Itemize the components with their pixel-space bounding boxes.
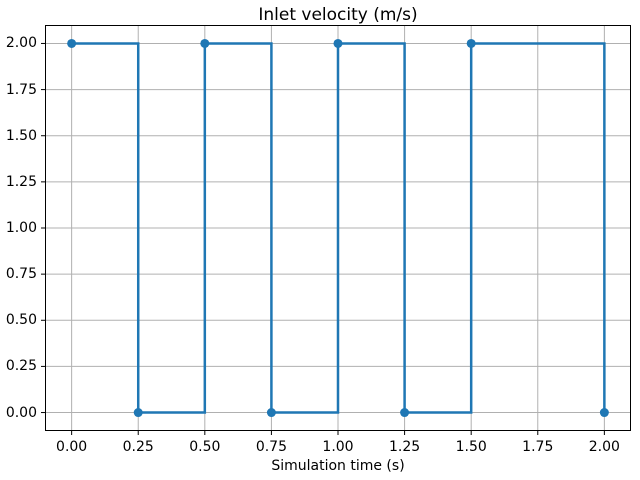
x-tick-label: 2.00 xyxy=(588,439,620,455)
y-tick-label: 1.25 xyxy=(5,173,37,190)
chart-title: Inlet velocity (m/s) xyxy=(258,5,418,25)
x-tick-label: 0.75 xyxy=(255,439,287,455)
plot-area xyxy=(41,25,631,435)
velocity-step-line xyxy=(71,42,606,414)
y-tick-label: 0.25 xyxy=(5,358,37,375)
x-tick-label: 0.25 xyxy=(122,439,154,455)
y-tick-label: 0.00 xyxy=(5,404,37,421)
x-tick-label: 1.00 xyxy=(322,439,354,455)
x-axis-label: Simulation time (s) xyxy=(271,458,405,474)
y-tick-label: 1.00 xyxy=(5,220,37,236)
x-tick-label: 1.25 xyxy=(388,439,421,455)
data-point-marker xyxy=(599,408,609,418)
x-tick-label: 1.50 xyxy=(455,439,487,455)
x-tick-label: 0.00 xyxy=(56,439,88,455)
x-tick-label: 0.50 xyxy=(189,439,221,455)
data-point-marker xyxy=(133,408,143,418)
data-point-marker xyxy=(200,38,210,48)
y-tick-label: 1.75 xyxy=(5,81,37,98)
data-point-marker xyxy=(333,38,343,48)
y-tick-label: 2.00 xyxy=(5,35,37,52)
y-tick-label: 1.50 xyxy=(5,127,37,144)
axes-frame xyxy=(45,25,631,431)
plot-svg xyxy=(41,25,631,435)
data-point-marker xyxy=(266,408,276,418)
data-point-marker xyxy=(67,38,77,48)
data-point-marker xyxy=(400,408,410,418)
y-tick-label: 0.75 xyxy=(5,266,37,283)
data-point-marker xyxy=(466,38,476,48)
y-tick-label: 0.50 xyxy=(5,312,37,329)
x-tick-label: 1.75 xyxy=(522,439,554,455)
